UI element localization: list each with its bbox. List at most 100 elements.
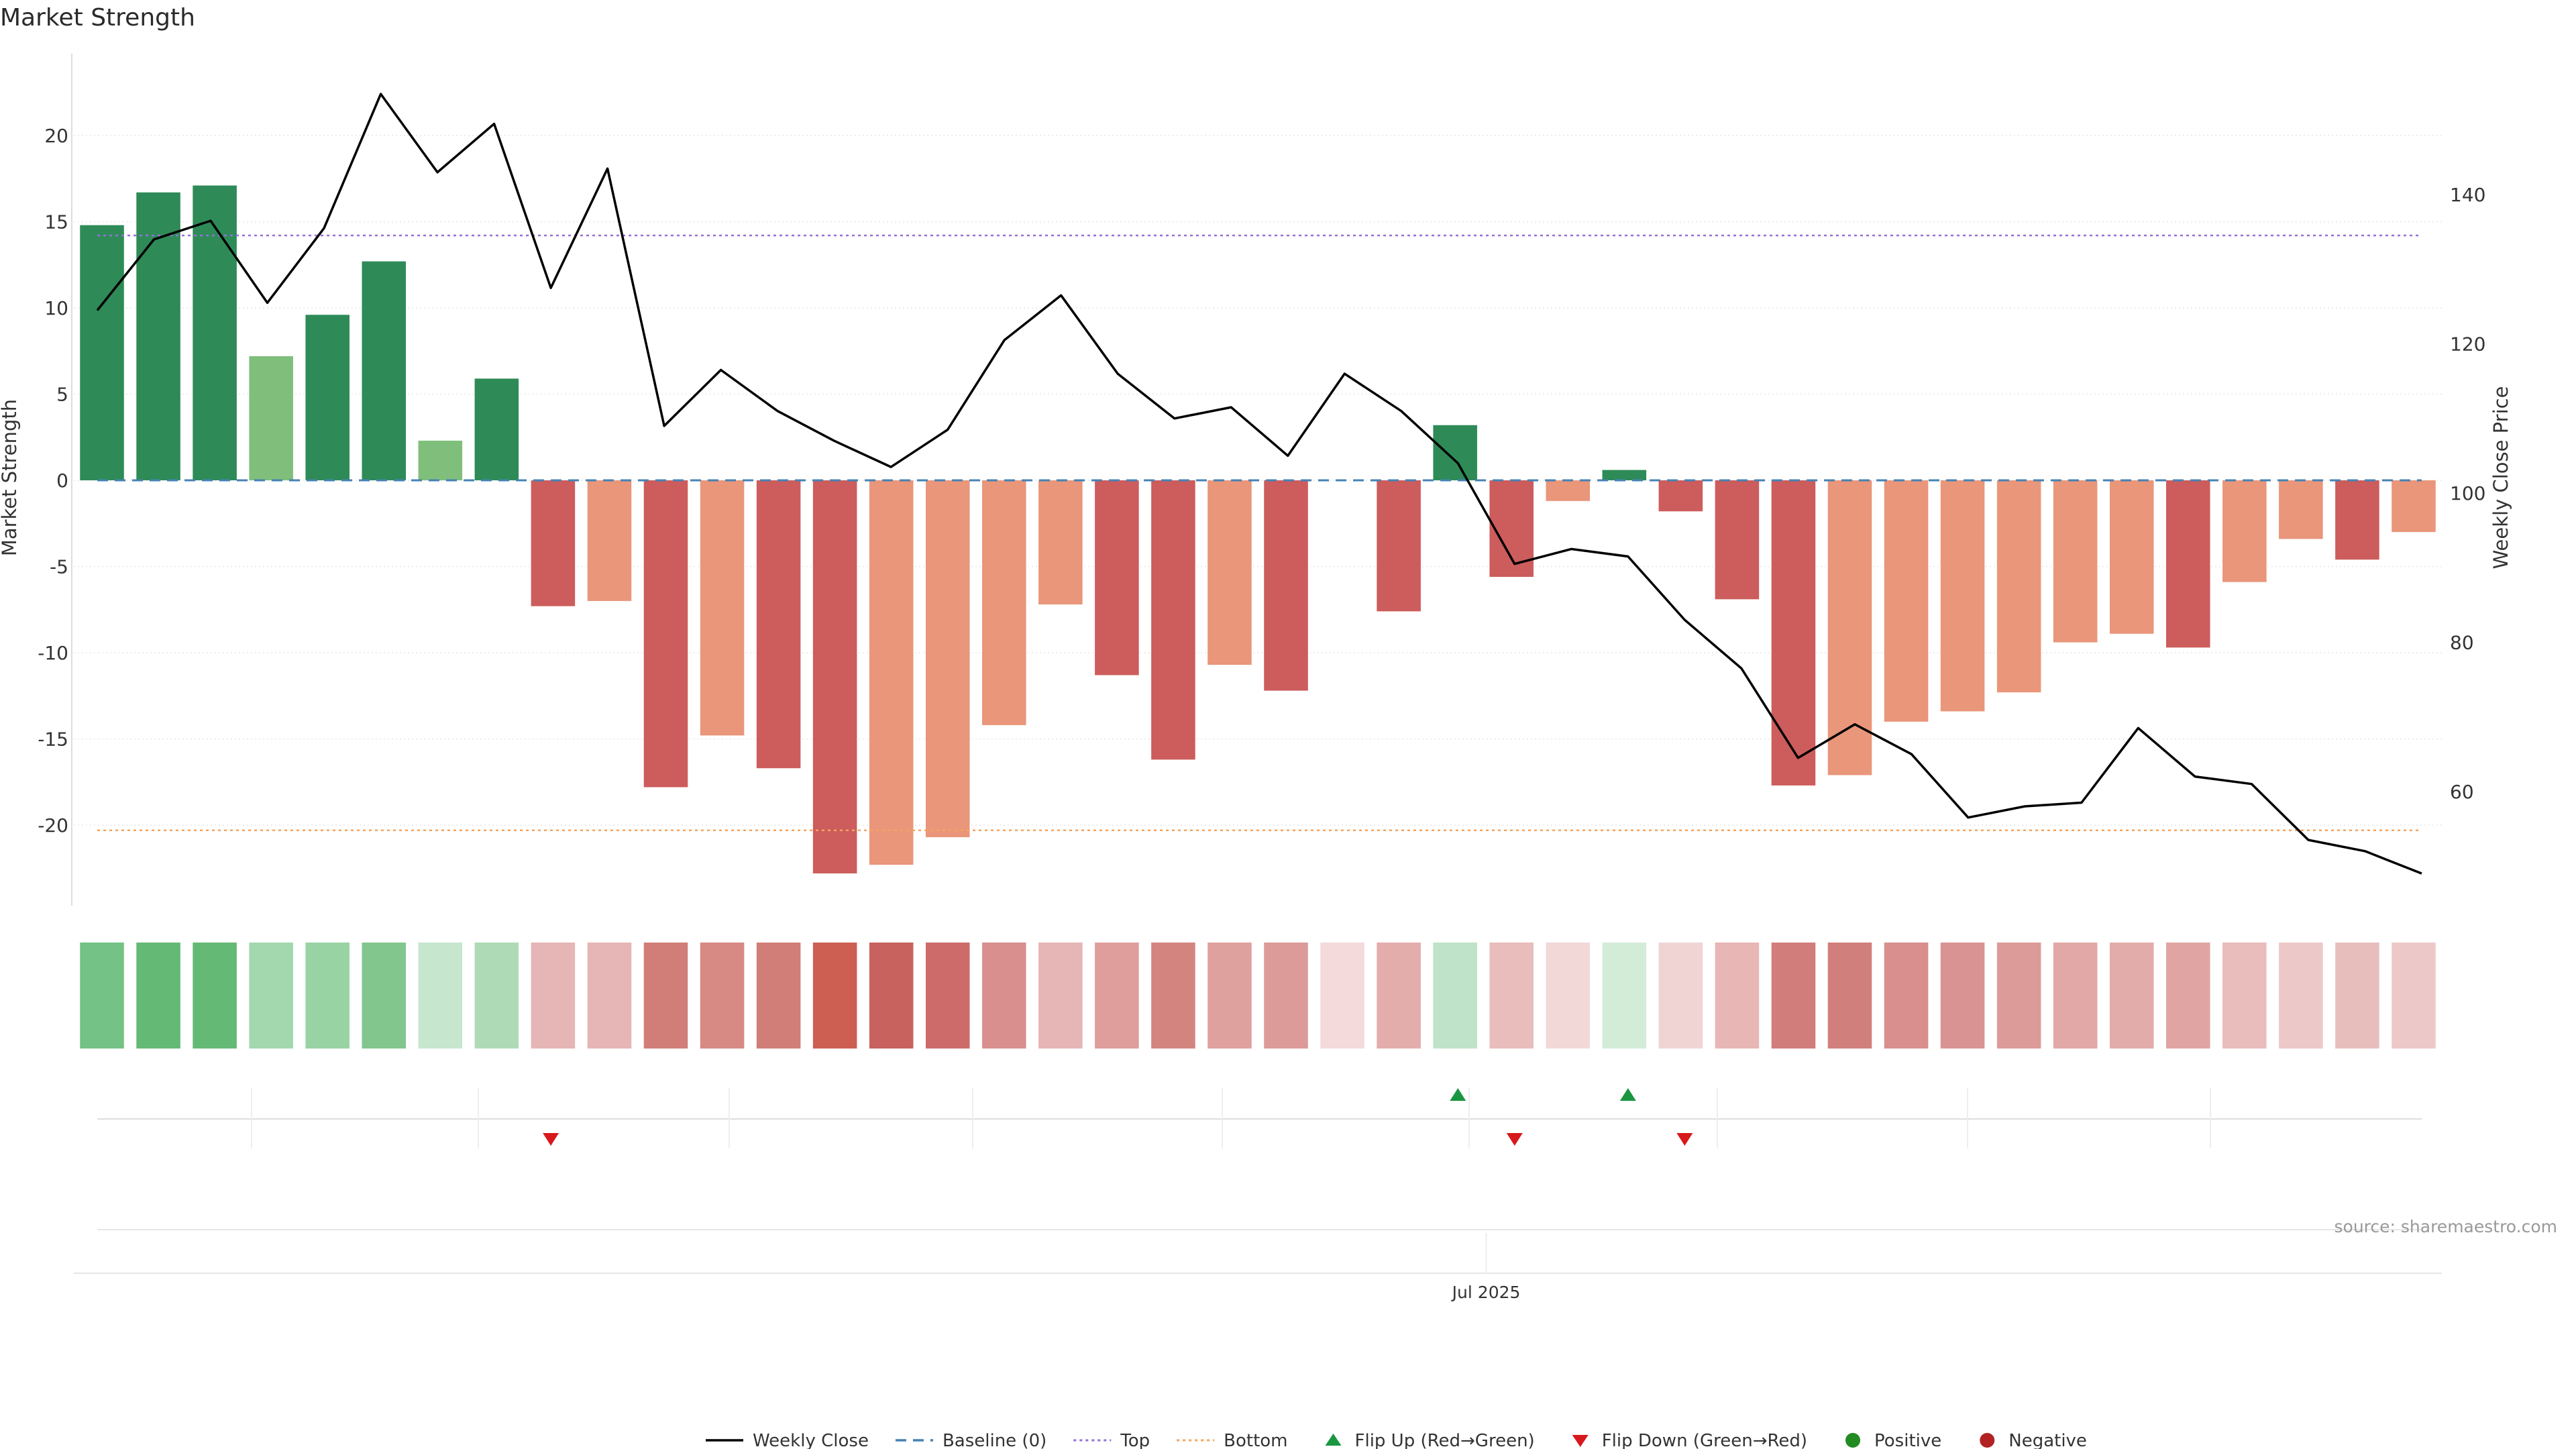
heat-cell	[1546, 943, 1591, 1049]
strength-bar	[1940, 480, 1985, 712]
strength-bar	[1489, 480, 1534, 577]
strength-bar	[1095, 480, 1139, 676]
strength-bar	[2109, 480, 2154, 634]
heat-cell	[1038, 943, 1083, 1049]
heat-cell	[1996, 943, 2041, 1049]
strength-bar	[1715, 480, 1760, 600]
flip-markers-layer	[97, 1088, 2422, 1148]
strength-bar	[643, 480, 688, 788]
heat-cell	[1489, 943, 1534, 1049]
strength-bar	[1658, 480, 1703, 512]
legend-item: Bottom	[1177, 1431, 1288, 1449]
flip-down-marker	[1676, 1133, 1693, 1146]
legend-label: Positive	[1874, 1431, 1941, 1449]
weekly-close-line	[96, 93, 2422, 875]
heat-strip-layer	[80, 943, 2436, 1049]
legend-swatch	[1572, 1435, 1589, 1447]
x-tick-label: Jul 2025	[1451, 1283, 1521, 1302]
strength-bar	[2279, 480, 2323, 539]
strength-bar	[869, 480, 914, 865]
heat-cell	[2222, 943, 2267, 1049]
strength-bar	[756, 480, 801, 769]
heat-cell	[812, 943, 857, 1049]
reference-lines-layer	[97, 234, 2422, 831]
y-right-tick-label: 120	[2450, 333, 2485, 356]
y-tick-label: 5	[56, 384, 68, 406]
strength-bar	[1208, 480, 1252, 665]
source-text: source: sharemaestro.com	[2334, 1217, 2558, 1236]
strength-bar	[305, 315, 350, 480]
heat-cell	[700, 943, 745, 1049]
strength-bar	[1264, 480, 1308, 691]
heat-cell	[1602, 943, 1647, 1049]
strength-bar	[249, 356, 293, 480]
heat-cell	[1208, 943, 1252, 1049]
heat-cell	[925, 943, 970, 1049]
strength-bar	[2053, 480, 2098, 643]
heat-cell	[1095, 943, 1139, 1049]
strength-bar	[1884, 480, 1929, 722]
strength-bar	[982, 480, 1026, 725]
heat-cell	[1320, 943, 1364, 1049]
heat-cell	[1151, 943, 1195, 1049]
strength-bar	[700, 480, 745, 736]
legend-item: Flip Down (Green→Red)	[1572, 1431, 1807, 1449]
strength-bar	[362, 261, 407, 480]
heat-cell	[136, 943, 180, 1049]
strength-bar	[1151, 480, 1195, 760]
legend-swatch	[1325, 1434, 1342, 1446]
legend-label: Baseline (0)	[943, 1431, 1046, 1449]
axis-layer: 20 15 10 5 0 -5 -10 -15 -20 140 120 100 80 60	[38, 54, 2485, 906]
legend-swatch	[1980, 1433, 1995, 1448]
legend-label: Top	[1120, 1431, 1150, 1449]
y-axis-label-right: Weekly Close Price	[2489, 386, 2512, 570]
legend: Weekly Close Baseline (0) Top Bottom Flip Up…	[706, 1431, 2087, 1449]
strength-bar	[2335, 480, 2379, 560]
strength-bar	[418, 440, 463, 480]
heat-cell	[305, 943, 350, 1049]
strength-bar	[2392, 480, 2436, 533]
legend-label: Negative	[2008, 1431, 2087, 1449]
strength-bar	[474, 378, 519, 480]
y-tick-label: -10	[38, 642, 68, 664]
y-right-tick-label: 60	[2450, 781, 2474, 803]
heat-cell	[869, 943, 914, 1049]
heat-cell	[362, 943, 407, 1049]
heat-cell	[2109, 943, 2154, 1049]
heat-cell	[1827, 943, 1872, 1049]
legend-item: Negative	[1980, 1431, 2087, 1449]
heat-cell	[2053, 943, 2098, 1049]
strength-bar	[812, 480, 857, 873]
chart-title: Market Strength	[0, 4, 195, 32]
heat-cell	[418, 943, 463, 1049]
legend-label: Weekly Close	[753, 1431, 869, 1449]
heat-cell	[1264, 943, 1308, 1049]
strength-bar	[587, 480, 632, 601]
strength-bar	[136, 192, 180, 480]
weekly-close-layer	[96, 93, 2422, 875]
bottom-panel-layer: Jul 2025	[74, 1229, 2442, 1302]
strength-bar	[1771, 480, 1816, 786]
heat-cell	[1940, 943, 1985, 1049]
legend-item: Positive	[1845, 1431, 1941, 1449]
bars-layer	[80, 185, 2436, 873]
strength-bar	[80, 225, 124, 480]
legend-item: Flip Up (Red→Green)	[1325, 1431, 1535, 1449]
flip-down-marker	[543, 1133, 559, 1146]
y-tick-label: 0	[56, 470, 68, 492]
heat-cell	[249, 943, 293, 1049]
y-tick-label: 10	[44, 297, 68, 319]
heat-cell	[1433, 943, 1477, 1049]
heat-cell	[982, 943, 1026, 1049]
strength-bar	[193, 185, 237, 480]
heat-cell	[2335, 943, 2379, 1049]
strength-bar	[925, 480, 970, 837]
y-tick-label: 15	[44, 211, 68, 233]
legend-item: Top	[1073, 1431, 1150, 1449]
heat-cell	[2166, 943, 2210, 1049]
y-right-tick-label: 100	[2450, 482, 2485, 504]
strength-bar	[2222, 480, 2267, 582]
y-tick-label: 20	[44, 125, 68, 147]
flip-up-marker	[1450, 1088, 1466, 1101]
